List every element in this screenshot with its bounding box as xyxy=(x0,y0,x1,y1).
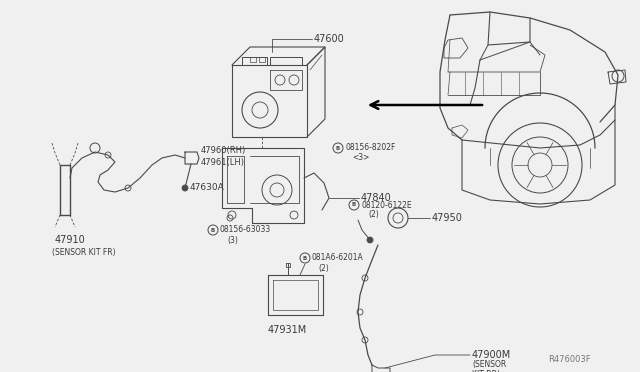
Circle shape xyxy=(182,185,188,191)
Text: 47840: 47840 xyxy=(361,193,392,203)
Text: 08120-6122E: 08120-6122E xyxy=(361,201,412,209)
Text: 47961(LH): 47961(LH) xyxy=(201,157,245,167)
Text: 08156-8202F: 08156-8202F xyxy=(345,144,396,153)
Text: (2): (2) xyxy=(368,211,379,219)
Text: R476003F: R476003F xyxy=(548,356,591,365)
Text: 47910: 47910 xyxy=(55,235,86,245)
Text: KIT RR): KIT RR) xyxy=(472,369,500,372)
Text: B: B xyxy=(211,228,215,232)
Text: 08156-63033: 08156-63033 xyxy=(220,225,271,234)
Text: 47960(RH): 47960(RH) xyxy=(201,145,246,154)
Text: (SENSOR KIT FR): (SENSOR KIT FR) xyxy=(52,247,116,257)
Text: 47630A: 47630A xyxy=(190,183,225,192)
Text: (3): (3) xyxy=(227,235,238,244)
Circle shape xyxy=(367,237,373,243)
Text: <3>: <3> xyxy=(352,154,369,163)
Text: (SENSOR: (SENSOR xyxy=(472,360,506,369)
Text: 47931M: 47931M xyxy=(268,325,307,335)
Text: B: B xyxy=(336,145,340,151)
Text: 081A6-6201A: 081A6-6201A xyxy=(312,253,364,263)
Text: B: B xyxy=(352,202,356,208)
Text: B: B xyxy=(303,256,307,260)
Text: 47900M: 47900M xyxy=(472,350,511,360)
Text: (2): (2) xyxy=(318,263,329,273)
Text: 47600: 47600 xyxy=(314,34,345,44)
Text: 47950: 47950 xyxy=(432,213,463,223)
